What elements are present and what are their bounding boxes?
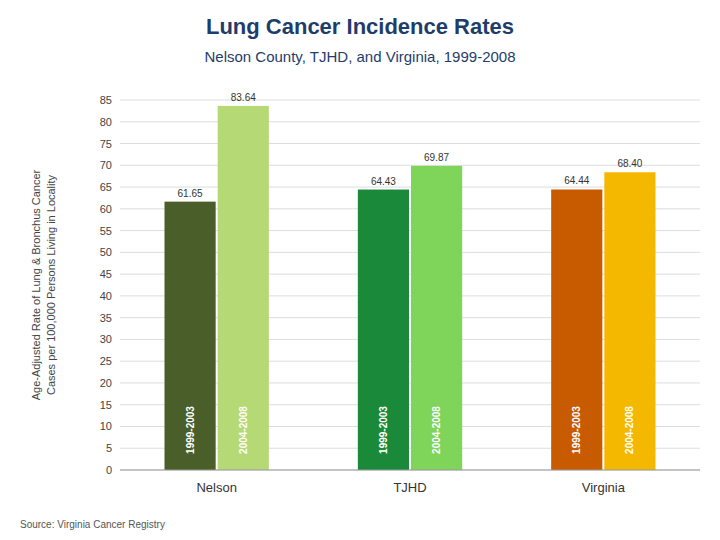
bar-period-label: 2004-2008 — [431, 406, 442, 454]
x-tick-label: Nelson — [196, 480, 236, 495]
y-tick-label: 55 — [100, 225, 112, 237]
bars — [165, 106, 656, 470]
bar-period-label: 2004-2008 — [624, 406, 635, 454]
data-label: 64.44 — [564, 175, 589, 186]
bar-period-label: 1999-2003 — [571, 406, 582, 454]
x-axis-line — [120, 470, 700, 471]
y-tick-label: 25 — [100, 355, 112, 367]
y-tick-label: 15 — [100, 399, 112, 411]
grid-line — [120, 143, 700, 144]
y-tick-label: 70 — [100, 159, 112, 171]
data-label: 64.43 — [371, 176, 396, 187]
y-axis: 0 5 10 15 20 25 30 35 40 45 50 55 60 65 70 75 80 85 — [100, 94, 112, 476]
y-tick-label: 30 — [100, 333, 112, 345]
labels: 61.65 1999-2003 64.43 1999-2003 64.44 1999-20… — [178, 92, 643, 454]
y-tick-label: 75 — [100, 138, 112, 150]
title: Lung Cancer Incidence Rates — [206, 14, 514, 39]
y-tick-label: 10 — [100, 420, 112, 432]
bar — [218, 106, 269, 470]
y-tick-label: 65 — [100, 181, 112, 193]
x-axis: Nelson TJHD Virginia — [120, 470, 700, 495]
y-axis-label-line: Cases per 100,000 Persons Living in Loca… — [45, 174, 57, 395]
bar — [358, 190, 409, 470]
y-tick-label: 50 — [100, 246, 112, 258]
bar — [165, 202, 216, 470]
bar — [411, 166, 462, 470]
grid-line — [120, 100, 700, 101]
grid — [120, 100, 700, 470]
data-label: 83.64 — [231, 92, 256, 103]
y-tick-label: 35 — [100, 312, 112, 324]
y-axis-label-line: Age-Adjusted Rate of Lung & Bronchus Can… — [30, 169, 42, 400]
grid-line — [120, 165, 700, 166]
x-tick-label: Virginia — [582, 480, 626, 495]
y-tick-label: 5 — [106, 442, 112, 454]
y-tick-label: 45 — [100, 268, 112, 280]
y-tick-label: 60 — [100, 203, 112, 215]
grid-line — [120, 470, 700, 471]
data-label: 69.87 — [424, 152, 449, 163]
bar — [551, 189, 602, 470]
grid-line — [120, 121, 700, 122]
y-tick-label: 40 — [100, 290, 112, 302]
y-tick-label: 20 — [100, 377, 112, 389]
bar — [604, 172, 655, 470]
data-label: 61.65 — [178, 188, 203, 199]
data-label: 68.40 — [617, 158, 642, 169]
y-tick-label: 0 — [106, 464, 112, 476]
bar-period-label: 1999-2003 — [185, 406, 196, 454]
y-tick-label: 85 — [100, 94, 112, 106]
y-axis-label: Age-Adjusted Rate of Lung & Bronchus Can… — [30, 169, 57, 400]
subtitle: Nelson County, TJHD, and Virginia, 1999-… — [204, 48, 515, 65]
bar-period-label: 1999-2003 — [378, 406, 389, 454]
y-tick-label: 80 — [100, 116, 112, 128]
chart: Lung Cancer Incidence Rates Nelson County… — [0, 0, 720, 540]
x-tick-label: TJHD — [393, 480, 426, 495]
bar-period-label: 2004-2008 — [238, 406, 249, 454]
source-note: Source: Virginia Cancer Registry — [20, 519, 165, 530]
